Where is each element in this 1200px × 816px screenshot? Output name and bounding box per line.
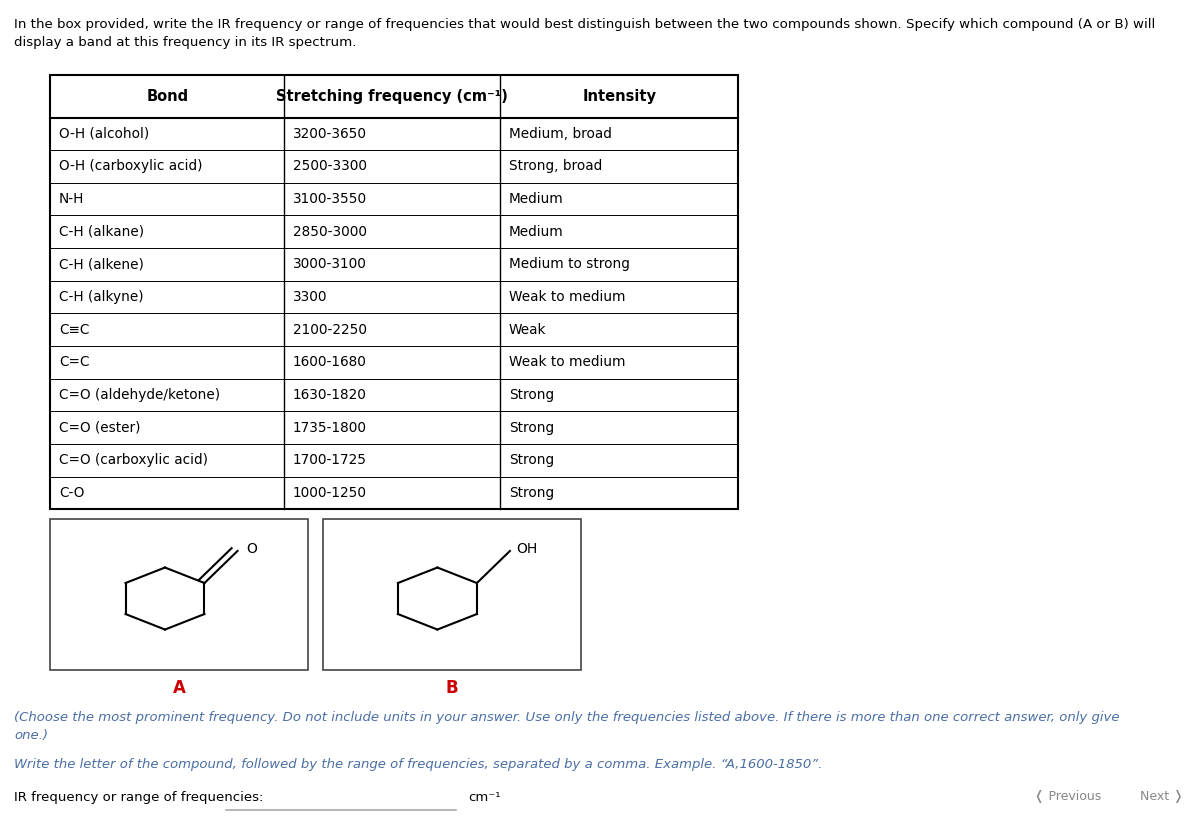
- Text: 2500-3300: 2500-3300: [293, 159, 367, 174]
- Text: Intensity: Intensity: [582, 89, 656, 104]
- Text: ❬ Previous: ❬ Previous: [1034, 790, 1102, 803]
- Text: O-H (carboxylic acid): O-H (carboxylic acid): [59, 159, 203, 174]
- Text: 1600-1680: 1600-1680: [293, 355, 367, 370]
- Text: (Choose the most prominent frequency. Do not include units in your answer. Use o: (Choose the most prominent frequency. Do…: [14, 711, 1120, 742]
- Text: O: O: [246, 543, 257, 557]
- Text: 1630-1820: 1630-1820: [293, 388, 367, 402]
- Bar: [50, 75, 738, 509]
- Text: C=C: C=C: [59, 355, 89, 370]
- Text: Stretching frequency (cm⁻¹): Stretching frequency (cm⁻¹): [276, 89, 509, 104]
- Text: 3200-3650: 3200-3650: [293, 126, 367, 141]
- Text: N-H: N-H: [59, 192, 84, 206]
- Text: C-O: C-O: [59, 486, 84, 500]
- Text: IR frequency or range of frequencies:: IR frequency or range of frequencies:: [14, 791, 264, 804]
- Text: 3100-3550: 3100-3550: [293, 192, 367, 206]
- Text: OH: OH: [516, 543, 538, 557]
- Text: C-H (alkene): C-H (alkene): [59, 257, 144, 272]
- Text: Strong: Strong: [509, 388, 554, 402]
- Text: 3000-3100: 3000-3100: [293, 257, 367, 272]
- Text: Strong: Strong: [509, 486, 554, 500]
- Text: C-H (alkane): C-H (alkane): [59, 224, 144, 239]
- Text: A: A: [173, 679, 186, 697]
- Text: Weak: Weak: [509, 322, 546, 337]
- Text: Medium, broad: Medium, broad: [509, 126, 612, 141]
- Text: 1735-1800: 1735-1800: [293, 420, 367, 435]
- Text: Medium: Medium: [509, 224, 564, 239]
- Text: Weak to medium: Weak to medium: [509, 355, 625, 370]
- Text: 2100-2250: 2100-2250: [293, 322, 367, 337]
- Text: C=O (carboxylic acid): C=O (carboxylic acid): [59, 453, 208, 468]
- Text: C-H (alkyne): C-H (alkyne): [59, 290, 144, 304]
- Text: C=O (ester): C=O (ester): [59, 420, 140, 435]
- Text: Medium to strong: Medium to strong: [509, 257, 630, 272]
- Text: Strong: Strong: [509, 453, 554, 468]
- Text: O-H (alcohol): O-H (alcohol): [59, 126, 149, 141]
- Text: Weak to medium: Weak to medium: [509, 290, 625, 304]
- Text: cm⁻¹: cm⁻¹: [468, 791, 500, 804]
- Text: B: B: [445, 679, 458, 697]
- Text: 3300: 3300: [293, 290, 328, 304]
- Text: C=O (aldehyde/ketone): C=O (aldehyde/ketone): [59, 388, 220, 402]
- Text: 2850-3000: 2850-3000: [293, 224, 367, 239]
- Text: 1000-1250: 1000-1250: [293, 486, 367, 500]
- Text: Bond: Bond: [146, 89, 188, 104]
- Text: C≡C: C≡C: [59, 322, 89, 337]
- Bar: [323, 519, 581, 670]
- Text: Next ❭: Next ❭: [1140, 790, 1183, 803]
- Text: Strong, broad: Strong, broad: [509, 159, 602, 174]
- Text: 1700-1725: 1700-1725: [293, 453, 367, 468]
- Text: Strong: Strong: [509, 420, 554, 435]
- Text: In the box provided, write the IR frequency or range of frequencies that would b: In the box provided, write the IR freque…: [14, 18, 1156, 50]
- Text: Medium: Medium: [509, 192, 564, 206]
- Bar: [50, 519, 308, 670]
- Text: Write the letter of the compound, followed by the range of frequencies, separate: Write the letter of the compound, follow…: [14, 758, 823, 771]
